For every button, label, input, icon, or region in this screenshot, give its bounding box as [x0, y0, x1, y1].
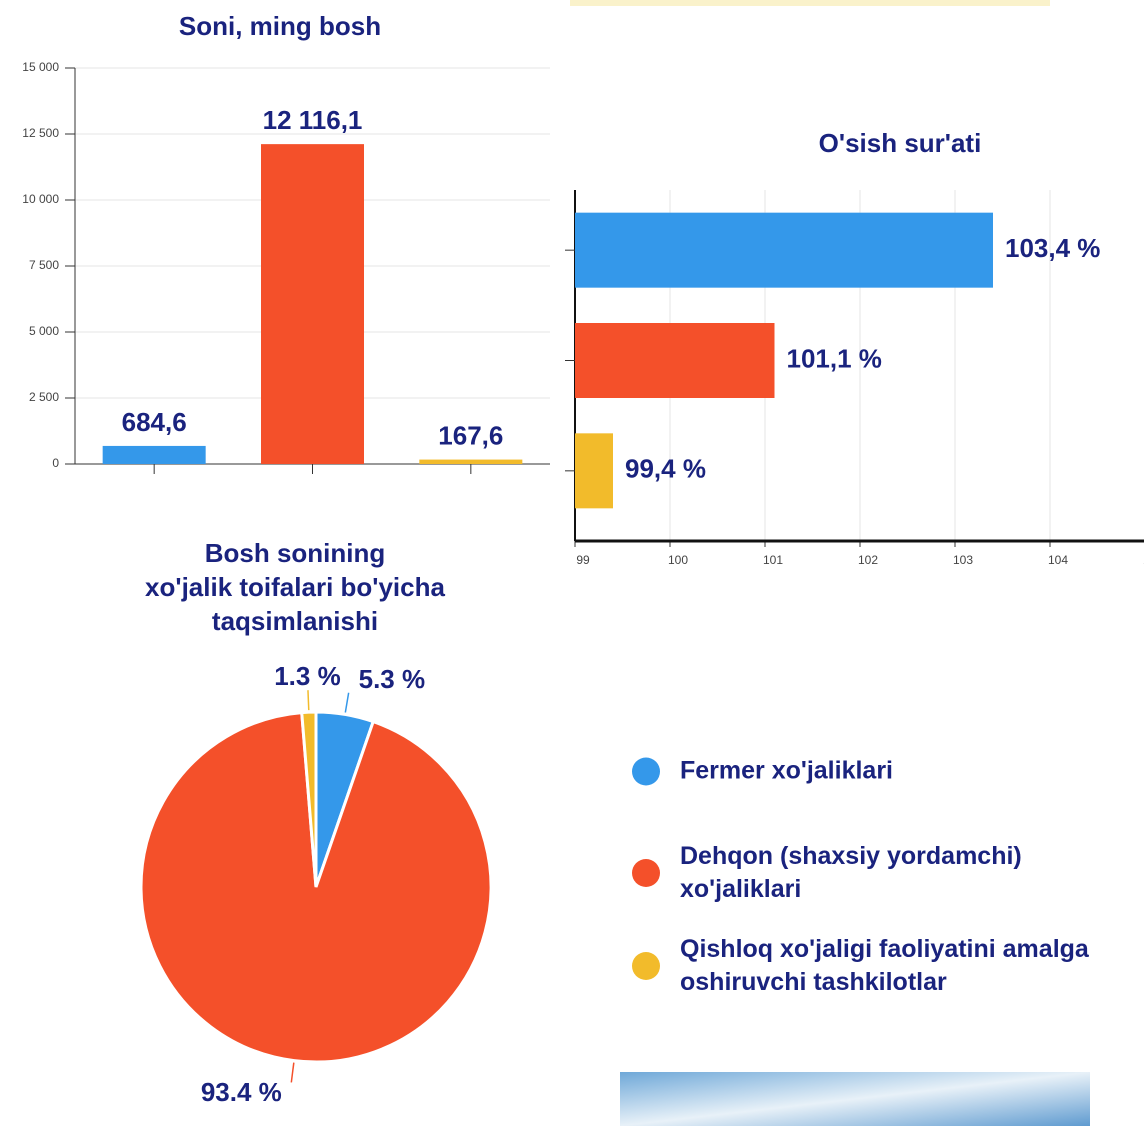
bar	[575, 212, 993, 288]
y-tick-label: 5 000	[29, 324, 59, 338]
legend-item: Qishloq xo'jaligi faoliyatini amalga osh…	[632, 933, 1102, 999]
value-label: 684,6	[122, 407, 187, 437]
chart-title: Bosh sonining	[205, 538, 386, 568]
x-tick-label: 105	[1143, 553, 1144, 567]
chart-title: taqsimlanishi	[212, 606, 378, 636]
bar	[419, 459, 523, 464]
bar	[102, 445, 206, 464]
value-label: 12 116,1	[263, 105, 363, 135]
value-label: 99,4 %	[625, 454, 706, 484]
leader-line	[344, 692, 350, 713]
x-tick-label: 102	[858, 553, 878, 567]
y-tick-label: 15 000	[22, 60, 59, 74]
x-tick-label: 100	[668, 553, 688, 567]
legend-item: Dehqon (shaxsiy yordamchi) xo'jaliklari	[632, 840, 1102, 906]
legend-swatch	[632, 757, 660, 785]
value-label: 1.3 %	[274, 661, 341, 691]
sky-image	[620, 1072, 1090, 1126]
value-label: 101,1 %	[787, 343, 882, 373]
leader-line	[307, 690, 310, 711]
bar	[261, 144, 364, 465]
x-tick-label: 103	[953, 553, 973, 567]
chart-title: Soni, ming bosh	[179, 11, 381, 41]
x-tick-label: 101	[763, 553, 783, 567]
y-tick-label: 2 500	[29, 390, 59, 404]
value-label: 93.4 %	[201, 1077, 282, 1107]
value-label: 167,6	[438, 420, 503, 450]
decor-strip	[570, 0, 1050, 6]
legend-swatch	[632, 952, 660, 980]
bar	[575, 323, 775, 398]
leader-line	[290, 1062, 295, 1083]
y-tick-label: 0	[52, 456, 59, 470]
value-label: 5.3 %	[359, 664, 426, 694]
legend-swatch	[632, 859, 660, 887]
legend-item: Fermer xo'jaliklari	[632, 755, 1102, 788]
pie-slice	[300, 710, 318, 888]
chart-title: O'sish sur'ati	[819, 128, 982, 158]
y-tick-label: 10 000	[22, 192, 59, 206]
legend-label: Dehqon (shaxsiy yordamchi) xo'jaliklari	[680, 842, 1022, 903]
pie-slice	[139, 710, 493, 1064]
x-tick-label: 104	[1048, 553, 1068, 567]
bar	[575, 433, 613, 509]
value-label: 103,4 %	[1005, 233, 1100, 263]
legend-label: Fermer xo'jaliklari	[680, 756, 894, 785]
legend-label: Qishloq xo'jaligi faoliyatini amalga osh…	[680, 935, 1089, 996]
y-tick-label: 7 500	[29, 258, 59, 272]
chart-title: xo'jalik toifalari bo'yicha	[145, 572, 445, 602]
x-tick-label: 99	[576, 553, 590, 567]
y-tick-label: 12 500	[22, 126, 59, 140]
